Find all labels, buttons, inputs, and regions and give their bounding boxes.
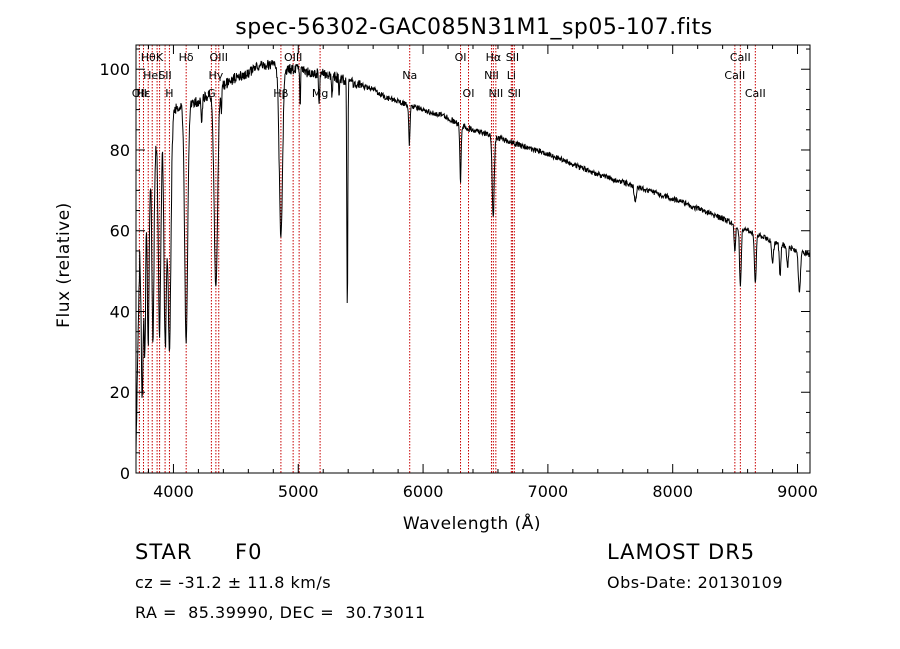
y-tick-label: 100 [99, 60, 130, 79]
survey-name: LAMOST DR5 [607, 540, 756, 564]
plot-frame [135, 44, 811, 474]
x-axis-label: Wavelength (Å) [403, 512, 541, 534]
line-marker-label: G [207, 87, 216, 100]
line-marker-label: SII [508, 87, 521, 100]
x-tick-label: 6000 [403, 482, 444, 501]
y-tick-label: 80 [110, 141, 130, 160]
line-marker-label: Na [402, 69, 417, 82]
coordinates: RA = 85.39990, DEC = 30.73011 [135, 603, 426, 622]
line-marker-label: OIII [210, 51, 228, 64]
line-marker-label: Hδ [179, 51, 194, 64]
x-tick-label: 7000 [528, 482, 569, 501]
line-marker-label: K [156, 51, 164, 64]
line-marker-label: CaII [724, 69, 745, 82]
line-marker-label: NII [484, 69, 499, 82]
spectrum-line [135, 59, 811, 454]
chart-title: spec-56302-GAC085N31M1_sp05-107.fits [235, 15, 713, 40]
x-tick-label: 5000 [278, 482, 319, 501]
x-tick-label: 9000 [777, 482, 818, 501]
y-tick-label: 0 [120, 464, 130, 483]
y-axis-label: Flux (relative) [54, 202, 74, 328]
line-marker-label: OI [463, 87, 475, 100]
line-marker-label: Hβ [273, 87, 288, 100]
redshift-cz: cz = -31.2 ± 11.8 km/s [135, 573, 332, 592]
object-subclass: F0 [235, 540, 263, 564]
line-marker-label: SII [506, 51, 519, 64]
line-marker-label: NII [488, 87, 503, 100]
line-marker-label: H [165, 87, 173, 100]
line-marker-label: CaII [730, 51, 751, 64]
line-marker-label: CaII [745, 87, 766, 100]
y-tick-label: 40 [110, 302, 130, 321]
x-tick-label: 8000 [652, 482, 693, 501]
line-marker-label: SII [158, 69, 171, 82]
line-markers [138, 45, 756, 473]
y-axis-ticks: 0 20 40 60 80 100 [99, 48, 810, 483]
object-class: STAR [135, 540, 193, 564]
y-tick-label: 60 [110, 222, 130, 241]
line-marker-label: Li [507, 69, 516, 82]
line-marker-label: Hε [136, 87, 150, 100]
line-marker-label: Hθ [141, 51, 156, 64]
y-tick-label: 20 [110, 383, 130, 402]
line-marker-label: Hγ [208, 69, 223, 82]
line-marker-label: HeI [143, 69, 161, 82]
line-marker-label: OI [455, 51, 467, 64]
x-tick-label: 4000 [153, 482, 194, 501]
x-axis-ticks: 4000 5000 6000 7000 8000 9000 [147, 45, 818, 501]
line-marker-label: OIII [284, 51, 302, 64]
line-marker-labels: OIIHεHθHeIKSIIHHδGHγOIIIHβOIIIMgNaOIOINI… [132, 51, 766, 100]
observation-date: Obs-Date: 20130109 [607, 573, 784, 592]
line-marker-label: Hα [486, 51, 502, 64]
